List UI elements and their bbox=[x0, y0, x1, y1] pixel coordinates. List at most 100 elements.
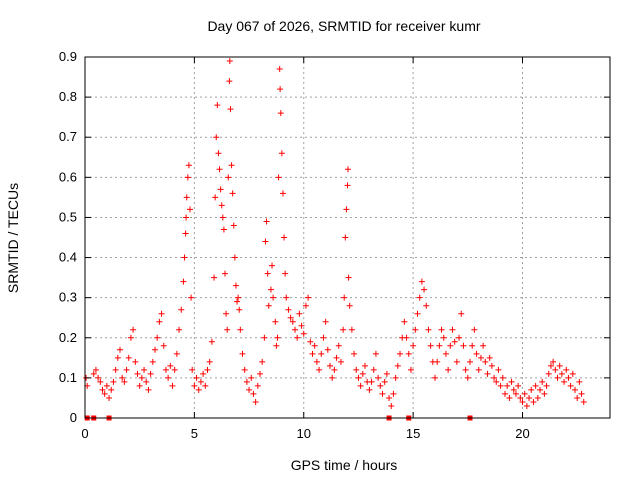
data-point bbox=[421, 286, 428, 293]
data-points bbox=[83, 58, 587, 421]
x-axis-label: GPS time / hours bbox=[291, 457, 398, 473]
data-point bbox=[335, 342, 342, 349]
data-point bbox=[183, 214, 190, 221]
data-point bbox=[517, 394, 524, 401]
data-point bbox=[386, 394, 393, 401]
data-point bbox=[340, 326, 347, 333]
data-point bbox=[342, 234, 349, 241]
x-tick-label: 20 bbox=[515, 426, 529, 441]
data-point bbox=[165, 374, 172, 381]
data-point bbox=[316, 366, 323, 373]
data-point bbox=[383, 370, 390, 377]
y-tick-label: 0.4 bbox=[59, 250, 77, 265]
data-point bbox=[305, 294, 312, 301]
data-point bbox=[276, 66, 283, 73]
data-point bbox=[532, 382, 539, 389]
data-point bbox=[134, 370, 141, 377]
data-point bbox=[117, 346, 123, 353]
data-point bbox=[254, 382, 261, 389]
data-point bbox=[127, 334, 134, 341]
x-tick-label: 15 bbox=[406, 426, 420, 441]
data-point bbox=[287, 314, 294, 321]
data-point bbox=[296, 310, 303, 317]
data-point bbox=[432, 374, 438, 381]
data-point bbox=[407, 366, 414, 373]
data-point bbox=[193, 374, 200, 381]
data-point bbox=[561, 378, 568, 385]
data-point bbox=[442, 350, 449, 357]
data-point bbox=[343, 206, 350, 213]
data-point bbox=[313, 358, 320, 365]
data-point bbox=[392, 374, 399, 381]
data-point bbox=[359, 370, 366, 377]
data-point bbox=[239, 350, 246, 357]
data-point bbox=[515, 382, 522, 389]
data-point bbox=[103, 382, 110, 389]
data-point bbox=[381, 378, 388, 385]
data-point bbox=[212, 194, 219, 201]
data-point bbox=[333, 354, 340, 361]
data-point bbox=[269, 262, 276, 269]
data-point bbox=[451, 338, 458, 345]
x-tick-label: 10 bbox=[297, 426, 311, 441]
data-point bbox=[436, 342, 443, 349]
data-point bbox=[294, 334, 301, 341]
data-point bbox=[438, 326, 445, 333]
data-point bbox=[232, 282, 239, 289]
data-point bbox=[523, 402, 530, 409]
data-point bbox=[185, 162, 192, 169]
y-axis: 0 0.1 0.2 0.3 0.4 0.5 0.6 0.7 0.8 0.9 bbox=[59, 49, 610, 425]
data-point bbox=[558, 370, 565, 377]
data-point bbox=[370, 366, 377, 373]
plot-frame bbox=[84, 56, 611, 419]
y-axis-label: SRMTID / TECUs bbox=[5, 183, 21, 293]
data-point bbox=[405, 350, 412, 357]
data-point bbox=[141, 366, 148, 373]
grid-lines bbox=[85, 57, 610, 418]
data-point bbox=[225, 174, 232, 181]
data-point bbox=[204, 366, 211, 373]
data-point bbox=[182, 230, 189, 237]
data-point bbox=[565, 374, 572, 381]
data-point bbox=[556, 362, 563, 369]
data-point bbox=[279, 190, 286, 197]
data-point bbox=[265, 302, 272, 309]
data-point bbox=[243, 378, 250, 385]
data-point bbox=[183, 194, 190, 201]
data-point bbox=[473, 350, 480, 357]
data-point bbox=[132, 358, 139, 365]
data-point bbox=[282, 270, 289, 277]
data-point bbox=[512, 390, 519, 397]
y-tick-label: 0.3 bbox=[59, 290, 77, 305]
data-point bbox=[541, 390, 548, 397]
data-point bbox=[285, 306, 292, 313]
data-point bbox=[322, 318, 329, 325]
data-point bbox=[469, 342, 476, 349]
data-point bbox=[110, 378, 117, 385]
data-point bbox=[539, 378, 546, 385]
data-point bbox=[277, 110, 284, 117]
data-point bbox=[482, 358, 489, 365]
data-point bbox=[390, 390, 397, 397]
data-point bbox=[519, 398, 526, 405]
data-point bbox=[272, 318, 279, 325]
data-point bbox=[502, 390, 508, 397]
data-point bbox=[236, 306, 243, 313]
data-point bbox=[480, 342, 487, 349]
data-point bbox=[270, 294, 277, 301]
y-tick-label: 0.2 bbox=[59, 330, 77, 345]
data-point bbox=[214, 102, 221, 109]
chart-title: Day 067 of 2026, SRMTID for receiver kum… bbox=[207, 18, 480, 34]
data-point bbox=[460, 342, 467, 349]
data-point bbox=[195, 386, 202, 393]
data-point bbox=[528, 386, 535, 393]
data-point bbox=[180, 278, 187, 285]
data-point bbox=[493, 378, 500, 385]
x-tick-label: 5 bbox=[191, 426, 198, 441]
data-point bbox=[123, 366, 130, 373]
data-point bbox=[530, 398, 537, 405]
data-point bbox=[184, 174, 191, 181]
data-point bbox=[273, 342, 280, 349]
data-point bbox=[216, 166, 223, 173]
data-point bbox=[112, 366, 119, 373]
